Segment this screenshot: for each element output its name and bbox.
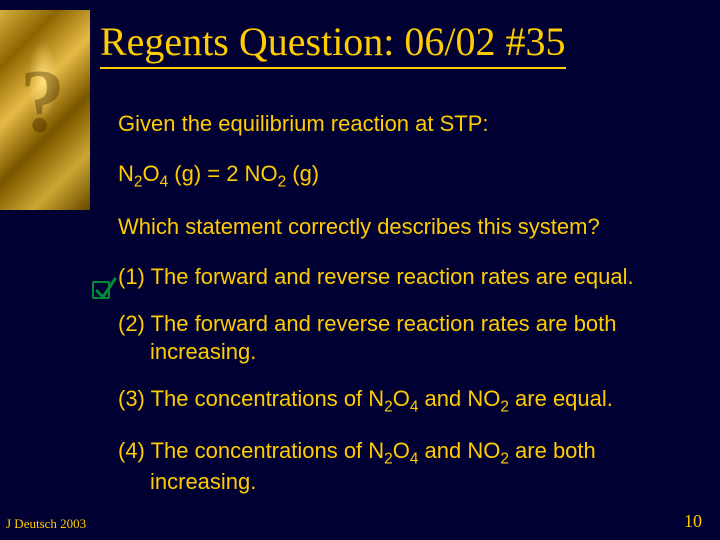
option-mid: O — [393, 386, 410, 411]
slide-title: Regents Question: 06/02 #35 — [100, 18, 566, 69]
option-sub: 2 — [384, 450, 393, 467]
option-line2: increasing. — [118, 468, 690, 496]
option-3: (3) The concentrations of N2O4 and NO2 a… — [118, 385, 690, 417]
eq-part: (g) — [286, 161, 319, 186]
option-4: (4) The concentrations of N2O4 and NO2 a… — [118, 437, 690, 496]
slide-number: 10 — [684, 511, 702, 532]
option-suffix: are equal. — [509, 386, 613, 411]
option-1: (1) The forward and reverse reaction rat… — [118, 263, 690, 291]
decorative-sidebar-image — [0, 10, 90, 210]
eq-sub: 2 — [278, 173, 287, 190]
eq-part: N — [118, 161, 134, 186]
option-2: (2) The forward and reverse reaction rat… — [118, 310, 690, 365]
option-line1: (2) The forward and reverse reaction rat… — [118, 311, 617, 336]
option-text: (1) The forward and reverse reaction rat… — [118, 264, 634, 289]
intro-text: Given the equilibrium reaction at STP: — [118, 110, 690, 138]
footer-author: J Deutsch 2003 — [6, 516, 86, 532]
option-prefix: (4) The concentrations of N — [118, 438, 384, 463]
option-sub: 2 — [500, 399, 509, 416]
slide-content: Given the equilibrium reaction at STP: N… — [118, 110, 690, 516]
question-text: Which statement correctly describes this… — [118, 213, 690, 241]
option-mid: and NO — [418, 386, 500, 411]
option-line2: increasing. — [118, 338, 690, 366]
option-mid: and NO — [418, 438, 500, 463]
option-sub: 2 — [500, 450, 509, 467]
eq-part: O — [142, 161, 159, 186]
correct-check-icon — [92, 281, 114, 303]
option-suffix: are both — [509, 438, 596, 463]
option-prefix: (3) The concentrations of N — [118, 386, 384, 411]
eq-sub: 4 — [160, 173, 169, 190]
eq-part: (g) = 2 NO — [168, 161, 277, 186]
option-mid: O — [393, 438, 410, 463]
option-sub: 2 — [384, 399, 393, 416]
equation: N2O4 (g) = 2 NO2 (g) — [118, 160, 690, 192]
